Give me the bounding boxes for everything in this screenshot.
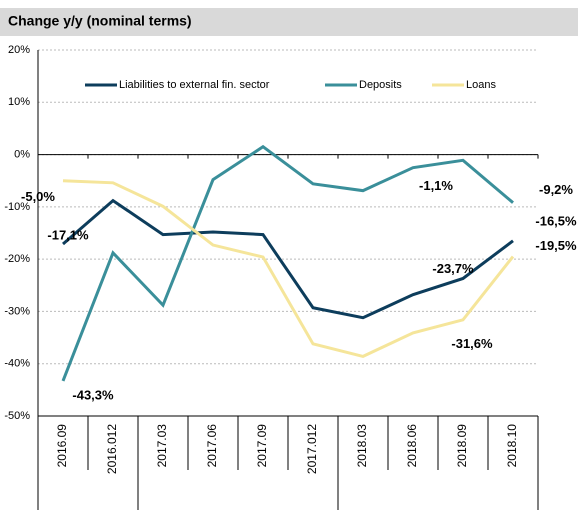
series-line <box>62 179 515 358</box>
y-tick-label: -20% <box>4 253 30 265</box>
x-tick-label: 2017.012 <box>305 424 319 474</box>
value-label: -31,6% <box>451 336 493 351</box>
value-label: -17,1% <box>47 227 89 242</box>
y-tick-label: -40% <box>4 358 30 370</box>
chart-title: Change y/y (nominal terms) <box>8 13 192 29</box>
x-tick-label: 2017.09 <box>255 424 269 468</box>
value-label: -16,5% <box>535 213 577 228</box>
value-label: -1,1% <box>419 178 453 193</box>
x-tick-label: 2016.09 <box>55 424 69 468</box>
x-tick-label: 2018.10 <box>505 424 519 468</box>
legend-label: Loans <box>466 79 496 91</box>
series-line <box>61 144 514 382</box>
x-tick-label: 2018.03 <box>355 424 369 468</box>
value-label: -5,0% <box>21 189 55 204</box>
value-label: -43,3% <box>72 387 114 402</box>
value-label: -9,2% <box>539 182 573 197</box>
y-tick-label: 20% <box>8 44 30 56</box>
x-tick-label: 2018.06 <box>405 424 419 468</box>
y-tick-label: -50% <box>4 410 30 422</box>
y-tick-label: 0% <box>14 148 30 160</box>
y-tick-label: -10% <box>4 201 30 213</box>
x-tick-label: 2018.09 <box>455 424 469 468</box>
y-tick-label: 10% <box>8 96 30 108</box>
x-tick-label: 2017.03 <box>155 424 169 468</box>
legend-label: Liabilities to external fin. sector <box>119 79 270 91</box>
title-bar <box>0 8 578 36</box>
x-tick-label: 2016.012 <box>105 424 119 474</box>
series-line <box>62 198 514 320</box>
x-tick-label: 2017.06 <box>205 424 219 468</box>
y-tick-label: -30% <box>4 305 30 317</box>
value-label: -19,5% <box>535 238 577 253</box>
legend-label: Deposits <box>359 79 402 91</box>
value-label: -23,7% <box>432 261 474 276</box>
